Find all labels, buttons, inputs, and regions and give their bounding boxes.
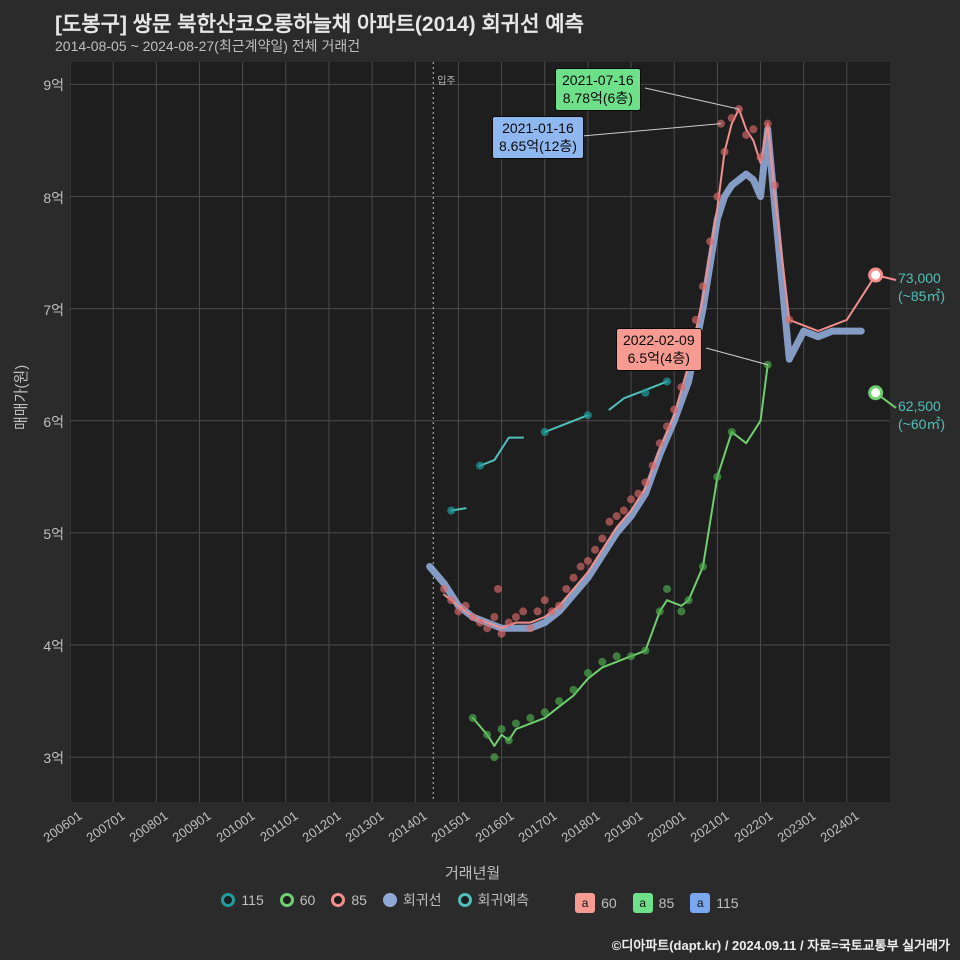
co-115: 2021-01-168.65억(12층)	[492, 116, 584, 159]
ytick: 9억	[34, 75, 64, 95]
ytick: 7억	[34, 300, 64, 320]
end-85: 73,000(~85㎡)	[898, 270, 945, 305]
ytick: 3억	[34, 748, 64, 768]
legend: 115 60 85 회귀선 회귀예측 a60 a85 a115	[0, 890, 960, 913]
x-axis-label: 거래년월	[445, 862, 500, 883]
ytick: 5억	[34, 524, 64, 544]
co-60: 2022-02-096.5억(4층)	[616, 328, 702, 371]
legend-item: 회귀선	[383, 890, 442, 910]
legend-item: 85	[331, 892, 367, 908]
chart-subtitle: 2014-08-05 ~ 2024-08-27(최근계약일) 전체 거래건	[55, 36, 360, 56]
legend-item: 회귀예측	[458, 890, 530, 910]
ytick: 6억	[34, 412, 64, 432]
legend-box-item: a85	[633, 893, 675, 913]
legend-item: 115	[221, 892, 263, 908]
credit-line: ©디아파트(dapt.kr) / 2024.09.11 / 자료=국토교통부 실…	[612, 935, 950, 954]
co-85: 2021-07-168.78억(6층)	[555, 68, 641, 111]
ytick: 4억	[34, 636, 64, 656]
legend-box-item: a115	[690, 893, 738, 913]
ytick: 8억	[34, 188, 64, 208]
legend-box-item: a60	[575, 893, 617, 913]
end-60: 62,500(~60㎡)	[898, 398, 945, 433]
chart-title: [도봉구] 쌍문 북한산코오롱하늘채 아파트(2014) 회귀선 예측	[55, 8, 584, 38]
vline-label: 입주	[437, 72, 455, 87]
plot-area	[70, 62, 890, 802]
legend-item: 60	[280, 892, 316, 908]
chart-root: [도봉구] 쌍문 북한산코오롱하늘채 아파트(2014) 회귀선 예측 2014…	[0, 0, 960, 960]
y-axis-label: 매매가(원)	[10, 365, 31, 430]
plot-svg	[70, 62, 890, 802]
